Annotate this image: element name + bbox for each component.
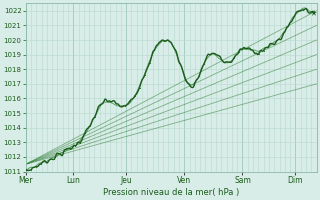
X-axis label: Pression niveau de la mer( hPa ): Pression niveau de la mer( hPa )	[103, 188, 239, 197]
